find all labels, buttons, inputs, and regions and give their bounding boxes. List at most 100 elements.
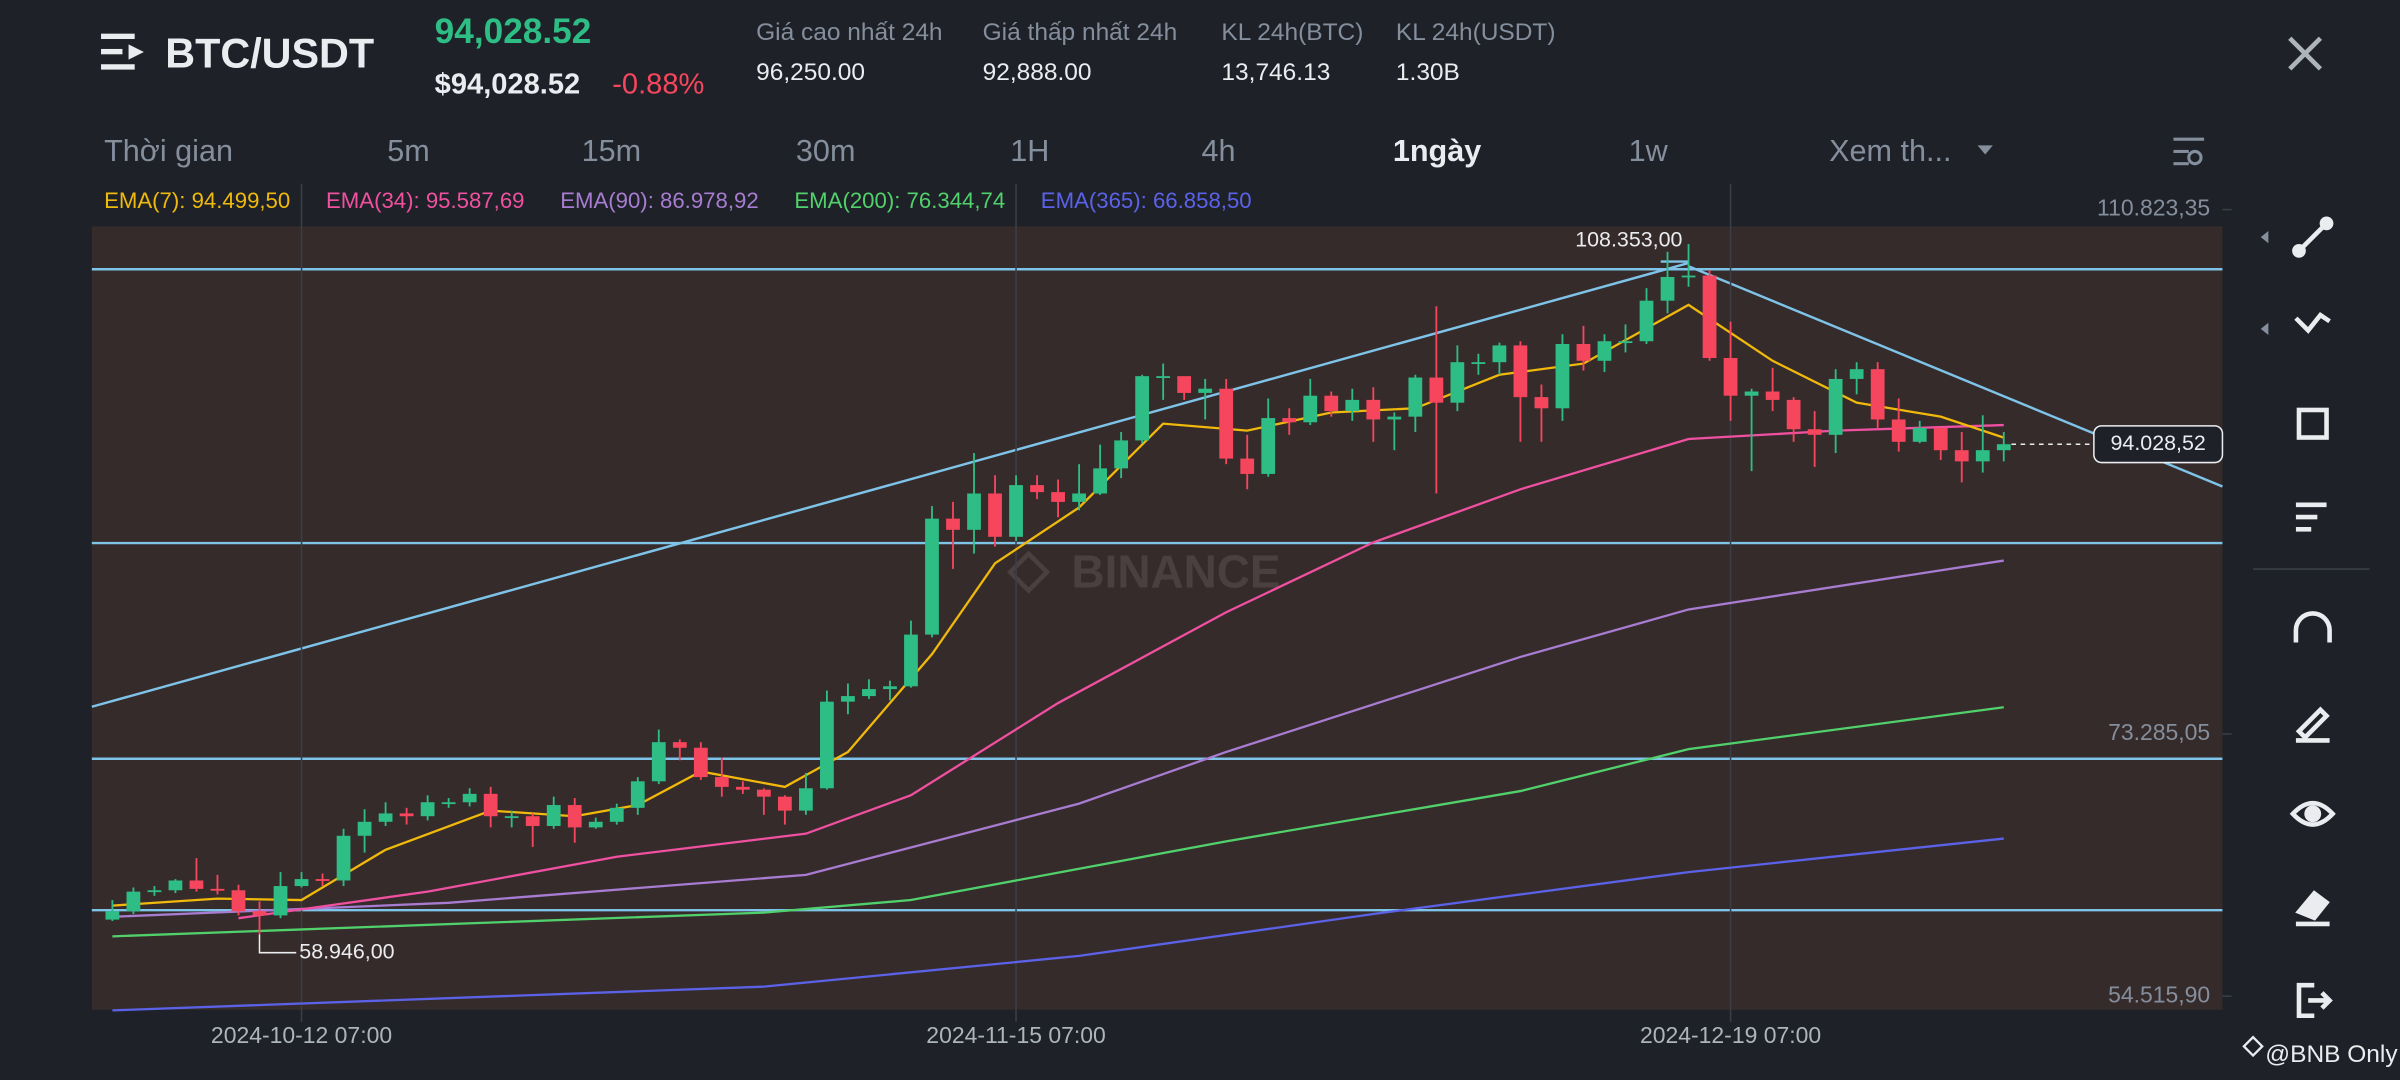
timeframe[interactable]: Thời gian xyxy=(104,134,233,168)
indicator-line xyxy=(112,303,2005,907)
timeframe[interactable]: Xem th... xyxy=(1829,134,1951,168)
drawings xyxy=(91,260,2223,912)
candle-body xyxy=(315,879,330,881)
candle-body xyxy=(714,777,729,787)
candle-body xyxy=(967,493,981,530)
last-price-label: 94.028,52 xyxy=(2111,431,2206,455)
candle-body xyxy=(820,701,834,789)
candle-body xyxy=(1912,427,1927,442)
tool-brush[interactable] xyxy=(2295,502,2327,532)
close-button[interactable] xyxy=(2288,36,2323,71)
candle-body xyxy=(1345,399,1360,412)
x-tick-label: 2024-10-12 07:00 xyxy=(211,1022,392,1048)
x-tick-label: 2024-12-19 07:00 xyxy=(1640,1022,1821,1048)
timeframe[interactable]: 4h xyxy=(1202,134,1236,168)
candle-body xyxy=(925,518,939,635)
candle-body xyxy=(1681,275,1696,278)
indicator-label: EMA(34): 95.587,69 xyxy=(326,188,524,213)
candle-body xyxy=(1177,376,1192,393)
timeframe[interactable]: 1w xyxy=(1629,134,1669,168)
settings-icon[interactable] xyxy=(2173,137,2205,166)
candle-body xyxy=(420,802,435,817)
candle-body xyxy=(1555,344,1570,409)
price-usd: $94,028.52 xyxy=(435,68,581,100)
tool-pen[interactable] xyxy=(2295,706,2330,743)
candle-body xyxy=(1723,357,1738,396)
candle-body xyxy=(1807,429,1822,435)
y-tick-label: 110.823,35 xyxy=(2097,195,2210,221)
indicator-label: EMA(7): 94.499,50 xyxy=(104,188,290,213)
high-label: 108.353,00 xyxy=(1575,228,1682,252)
candle-body xyxy=(735,786,750,790)
candle-body xyxy=(1870,369,1885,420)
candle-body xyxy=(399,813,414,817)
candle-body xyxy=(273,886,288,916)
x-tick-label: 2024-11-15 07:00 xyxy=(926,1022,1105,1048)
timeframe[interactable]: 5m xyxy=(387,134,430,168)
candle-body xyxy=(483,793,498,817)
menu-icon[interactable] xyxy=(101,33,144,70)
candle-body xyxy=(904,634,918,687)
candle-body xyxy=(105,911,120,920)
watermark: BINANCE xyxy=(1071,545,1280,597)
stat-label: KL 24h(BTC) xyxy=(1221,19,1363,46)
price-change: -0.88% xyxy=(612,68,704,100)
candle-body xyxy=(1219,388,1234,459)
candle-body xyxy=(1387,416,1402,420)
tool-fib[interactable] xyxy=(2294,312,2331,334)
candle-body xyxy=(1954,450,1969,462)
low-marker xyxy=(258,934,297,954)
candle-body xyxy=(1492,345,1507,363)
candle-body xyxy=(1051,492,1065,502)
candle-body xyxy=(756,789,771,797)
candle-body xyxy=(1534,397,1549,409)
candle-body xyxy=(336,835,351,881)
indicator-line xyxy=(112,837,2004,1012)
y-tick-label: 73.285,05 xyxy=(2108,719,2210,745)
candle-body xyxy=(168,880,183,891)
candle-body xyxy=(525,816,540,826)
indicator-line xyxy=(238,423,2004,920)
stat-label: Giá cao nhất 24h xyxy=(756,19,942,46)
candle-body xyxy=(189,880,204,889)
indicator-label: EMA(90): 86.978,92 xyxy=(560,188,758,213)
tool-rect[interactable] xyxy=(2296,407,2329,440)
candle-body xyxy=(609,807,624,822)
candle-body xyxy=(1660,276,1675,301)
candle-body xyxy=(231,890,246,912)
candle-body xyxy=(546,805,561,826)
candle-body xyxy=(147,890,162,893)
candle-body xyxy=(1156,376,1171,378)
last-price: 94,028.52 xyxy=(435,12,592,51)
candle-body xyxy=(1933,427,1948,451)
dropdown-arrow xyxy=(1977,145,1993,155)
tool-line[interactable] xyxy=(2292,216,2334,258)
tool-eraser[interactable] xyxy=(2295,890,2330,927)
tool-eye[interactable] xyxy=(2289,800,2336,827)
candle-body xyxy=(1765,391,1780,400)
candle-body xyxy=(252,911,267,916)
tool-magnet[interactable] xyxy=(2293,611,2332,643)
candle-body xyxy=(1996,444,2011,451)
candle-body xyxy=(1009,485,1023,537)
candle-body xyxy=(441,802,456,805)
stat-value: 13,746.13 xyxy=(1221,59,1330,86)
candle-body xyxy=(1639,300,1654,342)
stat-value: 96,250.00 xyxy=(756,59,865,86)
candle-body xyxy=(1744,391,1759,396)
timeframe[interactable]: 15m xyxy=(582,134,642,168)
candle-body xyxy=(1030,485,1044,493)
candle-body xyxy=(294,879,309,887)
timeframe[interactable]: 30m xyxy=(796,134,856,168)
timeframe[interactable]: 1H xyxy=(1010,134,1049,168)
timeframe[interactable]: 1ngày xyxy=(1393,134,1481,168)
candle-body xyxy=(1576,344,1591,361)
candle-body xyxy=(651,742,666,782)
pair[interactable]: BTC/USDT xyxy=(165,31,374,77)
candle-body xyxy=(672,742,687,748)
tool-exit[interactable] xyxy=(2296,982,2333,1019)
candle-body xyxy=(777,796,792,811)
candle-body xyxy=(630,781,645,808)
